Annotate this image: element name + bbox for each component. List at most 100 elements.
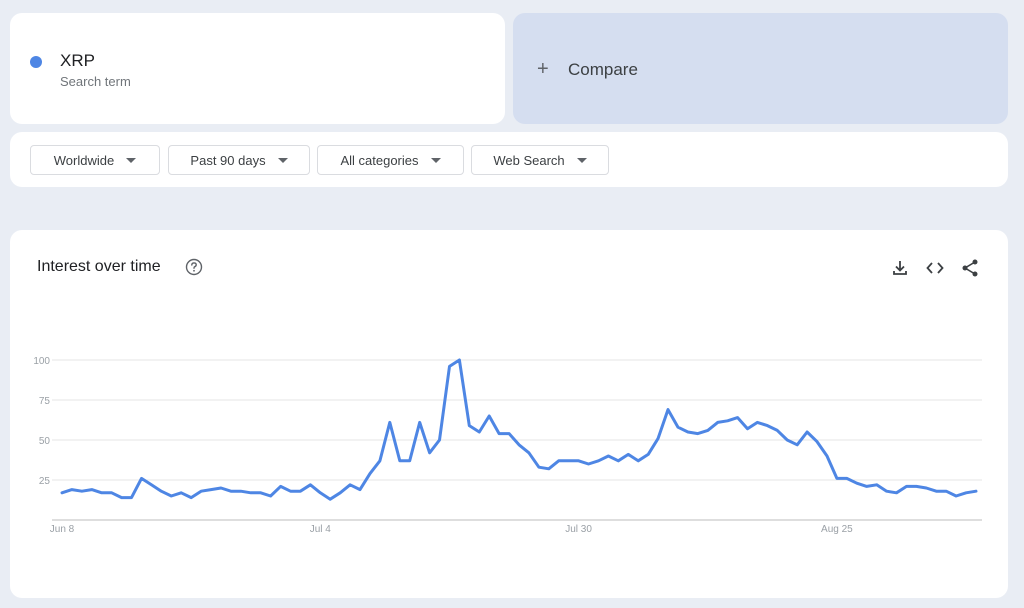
data-point[interactable] [547, 467, 551, 471]
data-point[interactable] [795, 443, 799, 447]
data-point[interactable] [289, 489, 293, 493]
data-point[interactable] [229, 489, 233, 493]
filter-category-dropdown[interactable]: All categories [317, 145, 464, 175]
data-point[interactable] [606, 454, 610, 458]
data-point[interactable] [805, 430, 809, 434]
data-point[interactable] [964, 491, 968, 495]
data-point[interactable] [80, 489, 84, 493]
data-point[interactable] [90, 488, 94, 492]
data-point[interactable] [179, 491, 183, 495]
data-point[interactable] [895, 491, 899, 495]
data-point[interactable] [447, 364, 451, 368]
data-point[interactable] [676, 425, 680, 429]
data-point[interactable] [904, 484, 908, 488]
data-point[interactable] [706, 428, 710, 432]
data-point[interactable] [686, 430, 690, 434]
data-point[interactable] [328, 497, 332, 501]
data-point[interactable] [944, 489, 948, 493]
help-icon[interactable] [185, 258, 203, 276]
data-point[interactable] [388, 420, 392, 424]
data-point[interactable] [487, 414, 491, 418]
data-point[interactable] [924, 486, 928, 490]
data-point[interactable] [537, 465, 541, 469]
data-point[interactable] [418, 420, 422, 424]
data-point[interactable] [318, 491, 322, 495]
data-point[interactable] [567, 459, 571, 463]
data-point[interactable] [646, 452, 650, 456]
data-point[interactable] [875, 483, 879, 487]
data-point[interactable] [825, 454, 829, 458]
data-point[interactable] [736, 416, 740, 420]
data-point[interactable] [934, 489, 938, 493]
data-point[interactable] [209, 488, 213, 492]
data-point[interactable] [855, 481, 859, 485]
data-point[interactable] [308, 483, 312, 487]
search-term-card[interactable]: XRP Search term [10, 13, 505, 124]
data-point[interactable] [616, 459, 620, 463]
data-point[interactable] [865, 484, 869, 488]
data-point[interactable] [70, 488, 74, 492]
data-point[interactable] [249, 491, 253, 495]
download-icon[interactable] [890, 258, 910, 278]
filter-property-dropdown[interactable]: Web Search [471, 145, 609, 175]
data-point[interactable] [656, 436, 660, 440]
data-point[interactable] [587, 462, 591, 466]
data-point[interactable] [438, 438, 442, 442]
data-point[interactable] [815, 440, 819, 444]
data-point[interactable] [477, 430, 481, 434]
data-point[interactable] [368, 472, 372, 476]
data-point[interactable] [110, 491, 114, 495]
data-point[interactable] [139, 476, 143, 480]
data-point[interactable] [527, 451, 531, 455]
data-point[interactable] [199, 489, 203, 493]
share-icon[interactable] [960, 258, 980, 278]
data-point[interactable] [130, 496, 134, 500]
filter-time-dropdown[interactable]: Past 90 days [168, 145, 310, 175]
data-point[interactable] [765, 424, 769, 428]
data-point[interactable] [428, 451, 432, 455]
data-point[interactable] [577, 459, 581, 463]
data-point[interactable] [189, 496, 193, 500]
data-point[interactable] [457, 358, 461, 362]
compare-button[interactable]: + Compare [513, 13, 1008, 124]
data-point[interactable] [378, 459, 382, 463]
data-point[interactable] [775, 428, 779, 432]
data-point[interactable] [974, 489, 978, 493]
data-point[interactable] [100, 491, 104, 495]
data-point[interactable] [467, 424, 471, 428]
embed-icon[interactable] [925, 258, 945, 278]
data-point[interactable] [348, 483, 352, 487]
data-point[interactable] [507, 432, 511, 436]
data-point[interactable] [726, 419, 730, 423]
data-point[interactable] [785, 438, 789, 442]
data-point[interactable] [716, 420, 720, 424]
data-point[interactable] [497, 432, 501, 436]
data-point[interactable] [239, 489, 243, 493]
data-point[interactable] [159, 489, 163, 493]
data-point[interactable] [517, 443, 521, 447]
data-point[interactable] [358, 488, 362, 492]
data-point[interactable] [269, 494, 273, 498]
data-point[interactable] [626, 452, 630, 456]
data-point[interactable] [279, 484, 283, 488]
data-point[interactable] [298, 489, 302, 493]
data-point[interactable] [408, 459, 412, 463]
data-point[interactable] [219, 486, 223, 490]
data-point[interactable] [149, 483, 153, 487]
data-point[interactable] [914, 484, 918, 488]
data-point[interactable] [755, 420, 759, 424]
data-point[interactable] [596, 459, 600, 463]
data-point[interactable] [169, 494, 173, 498]
data-point[interactable] [885, 489, 889, 493]
data-point[interactable] [696, 432, 700, 436]
data-point[interactable] [60, 491, 64, 495]
data-point[interactable] [120, 496, 124, 500]
data-point[interactable] [398, 459, 402, 463]
data-point[interactable] [557, 459, 561, 463]
data-point[interactable] [845, 476, 849, 480]
data-point[interactable] [746, 427, 750, 431]
filter-region-dropdown[interactable]: Worldwide [30, 145, 160, 175]
data-point[interactable] [636, 459, 640, 463]
data-point[interactable] [666, 408, 670, 412]
data-point[interactable] [259, 491, 263, 495]
